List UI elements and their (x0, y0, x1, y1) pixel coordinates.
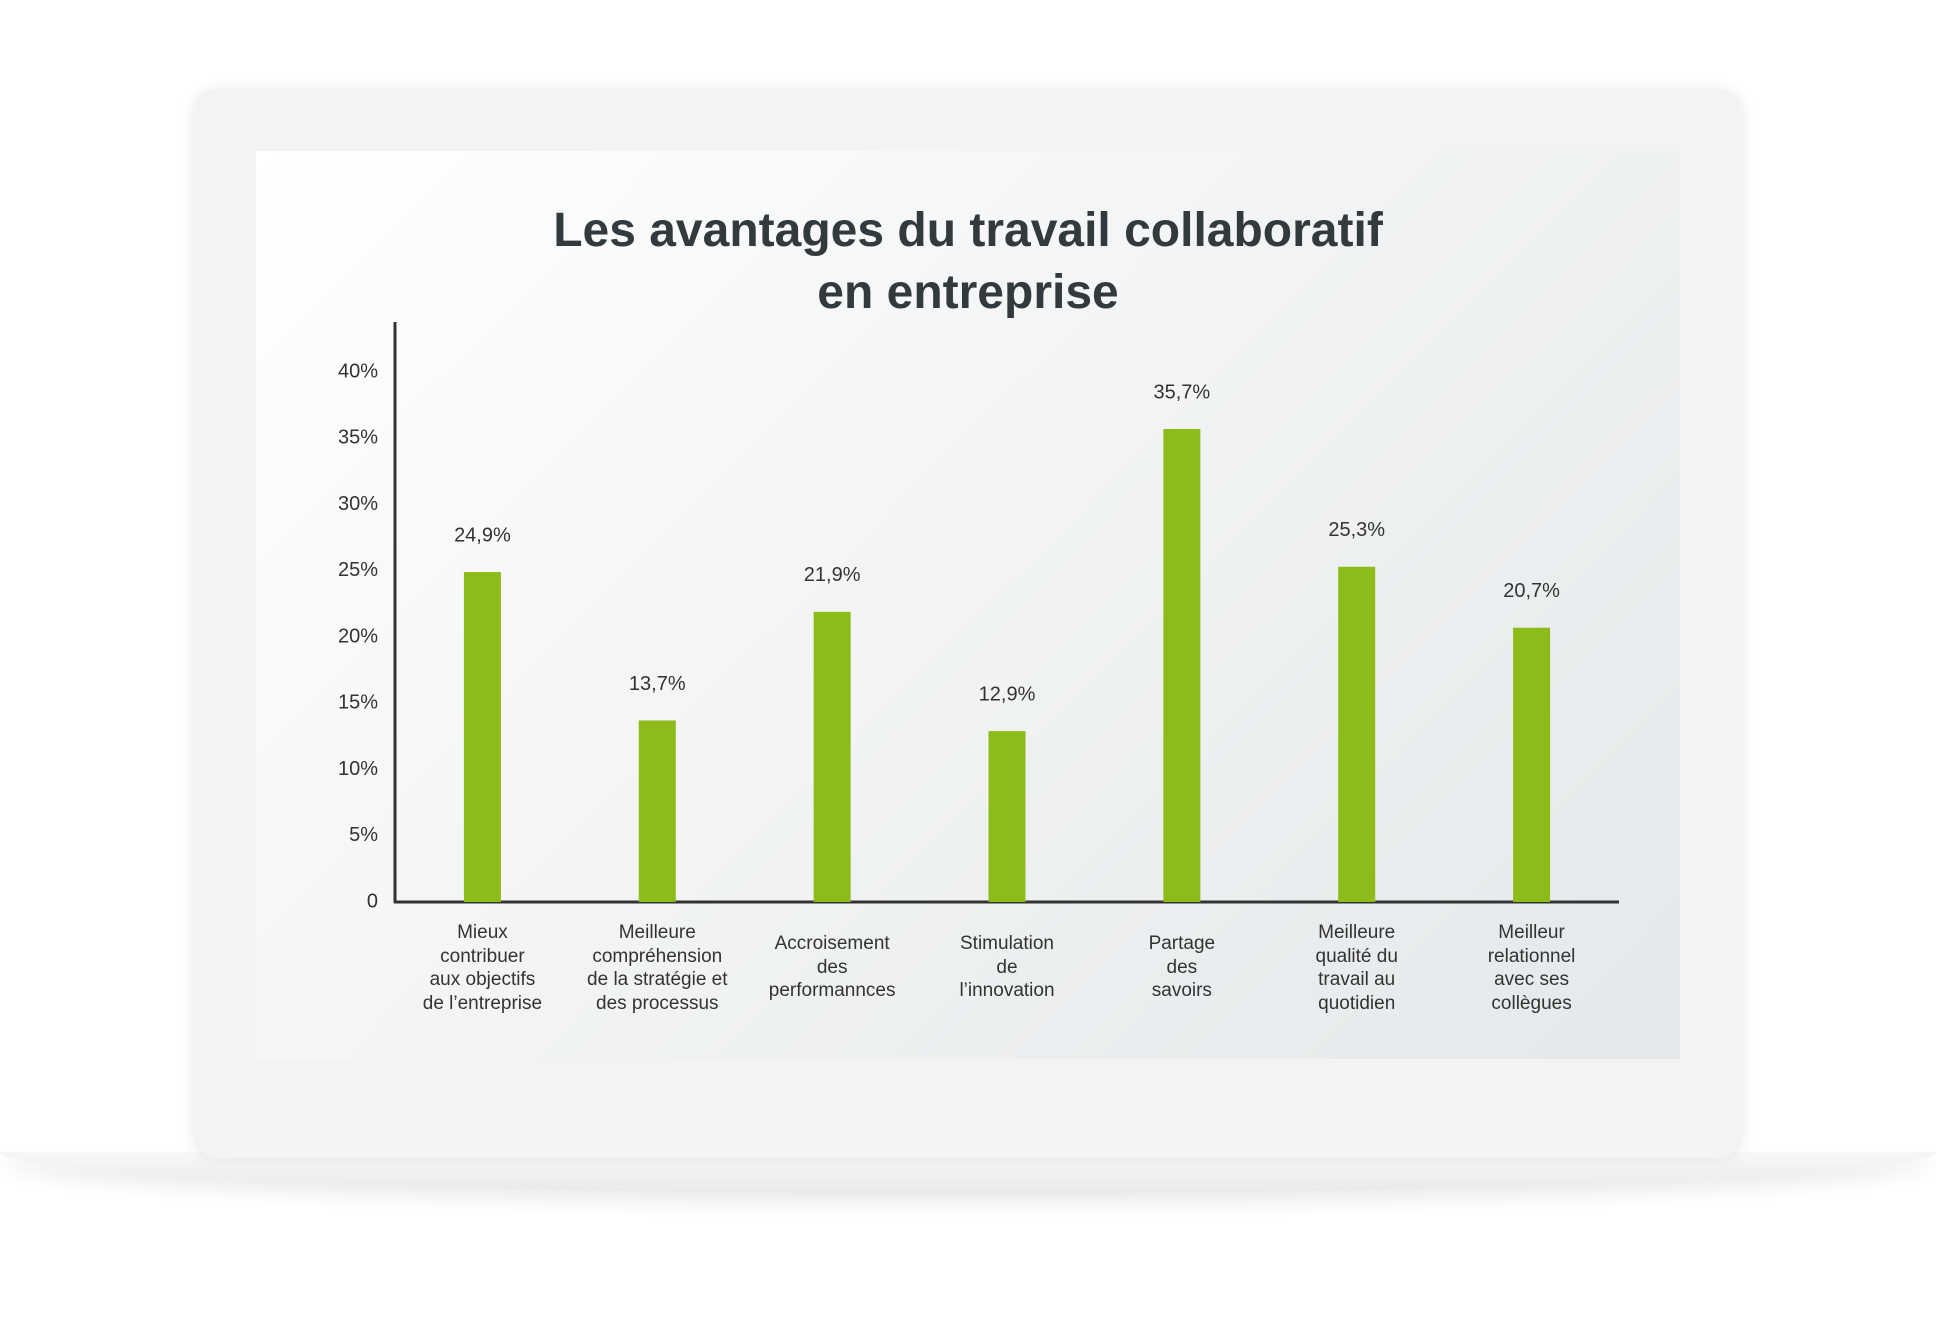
bar (1513, 627, 1551, 902)
value-label: 20,7% (1503, 580, 1560, 602)
bar (638, 720, 676, 902)
bar (1163, 428, 1201, 902)
y-tick-label: 15% (338, 692, 378, 714)
y-tick-label: 30% (338, 493, 378, 515)
y-tick-label: 10% (338, 758, 378, 780)
bar (463, 572, 501, 902)
value-label: 25,3% (1328, 519, 1385, 541)
y-tick-label: 0 (367, 890, 378, 912)
value-label: 24,9% (454, 524, 511, 546)
x-tick-label: Meilleure compréhension de la stratégie … (587, 922, 728, 1014)
y-tick-label: 40% (338, 360, 378, 382)
x-tick-label: Accroisement des performannces (768, 933, 896, 1001)
value-label: 35,7% (1153, 381, 1210, 403)
y-tick-label: 5% (349, 824, 378, 846)
y-tick-label: 35% (338, 427, 378, 449)
value-label: 13,7% (629, 673, 686, 695)
x-tick-label: Mieux contribuer aux objectifs de l’entr… (422, 922, 543, 1014)
value-label: 21,9% (804, 564, 861, 586)
bar (1338, 566, 1376, 902)
x-tick-label: Meilleure qualité du travail au quotidie… (1315, 922, 1398, 1014)
chart-title: Les avantages du travail collaboratif en… (553, 204, 1383, 319)
x-tick-label: Meilleur relationnel avec ses collègues (1487, 922, 1576, 1014)
y-tick-label: 20% (338, 625, 378, 647)
x-tick-label: Stimulation de l’innovation (959, 933, 1055, 1001)
bar (988, 731, 1026, 902)
y-tick-label: 25% (338, 559, 378, 581)
bar (813, 611, 851, 902)
x-tick-label: Partage des savoirs (1148, 933, 1216, 1001)
value-label: 12,9% (979, 683, 1036, 705)
